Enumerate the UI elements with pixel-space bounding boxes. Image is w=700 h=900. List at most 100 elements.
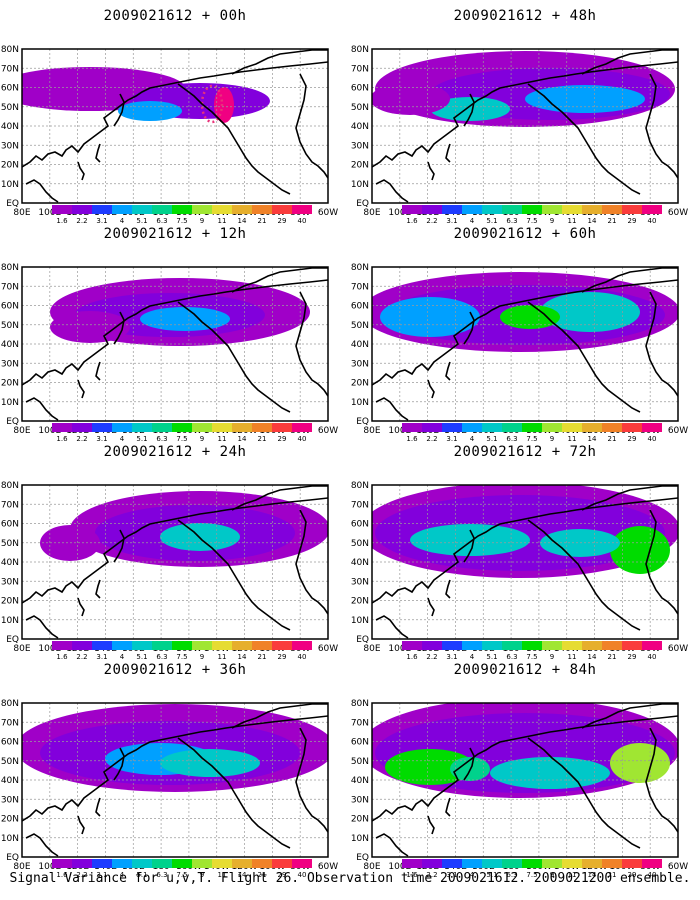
field-contour [160,749,260,777]
colorbar-swatch [482,205,502,214]
colorbar-swatch [292,423,312,432]
map-panel: 2009021612 + 00h80E100E120E140E160E18016… [0,8,350,226]
colorbar-swatch [252,641,272,650]
colorbar-swatch [642,205,662,214]
colorbar-swatch [502,641,522,650]
colorbar-swatch [502,859,522,868]
lat-tick-label: 10N [351,616,369,626]
colorbar-swatch [72,205,92,214]
lat-tick-label: 40N [1,340,19,350]
colorbar-swatch [212,205,232,214]
colorbar-label: 11 [568,435,577,443]
colorbar-label: 40 [298,435,307,443]
lon-tick-label: 100E [388,644,411,654]
colorbar-swatch [422,641,442,650]
colorbar-swatch [562,205,582,214]
colorbar-label: 40 [298,217,307,225]
colorbar-swatch [562,859,582,868]
colorbar-label: 11 [568,217,577,225]
lon-tick-label: 100E [38,644,61,654]
colorbar-swatch [52,859,72,868]
colorbar-label: 21 [258,435,267,443]
colorbar: 1.6 2.2 3.1 4 5.1 6.3 7.5 9 11 14 21 29 40 [402,205,662,225]
colorbar-swatch [622,423,642,432]
colorbar-label: 11 [568,871,577,879]
map-plot: 80E100E120E140E160E180160W140W120W100W80… [351,45,688,225]
colorbar-label: 4 [120,435,125,443]
lat-tick-label: 80N [1,45,19,55]
lat-tick-label: 70N [1,718,19,728]
lat-tick-label: EQ [6,417,19,427]
colorbar-label: 2.2 [76,217,87,225]
map-panel: 2009021612 + 24h80E100E120E140E160E18016… [0,444,350,662]
colorbar-label: 3.1 [446,871,457,879]
map-panel: 2009021612 + 72h80E100E120E140E160E18016… [350,444,700,662]
lon-tick-label: 80E [13,862,30,872]
colorbar-label: 5.1 [136,871,147,879]
colorbar-swatch [482,641,502,650]
variance-field [372,272,678,352]
lat-tick-label: 40N [351,122,369,132]
lon-tick-label: 100E [38,862,61,872]
lat-tick-label: 30N [1,359,19,369]
colorbar-label: 11 [568,653,577,661]
coastlines [372,49,678,203]
colorbar-label: 7.5 [176,217,187,225]
colorbar-swatch [72,859,92,868]
colorbar-swatch [232,423,252,432]
colorbar-label: 3.1 [96,871,107,879]
colorbar-label: 9 [200,435,204,443]
colorbar-label: 1.6 [56,435,68,443]
colorbar-swatch [622,641,642,650]
colorbar-swatch [292,641,312,650]
colorbar-label: 6.3 [156,217,167,225]
colorbar-swatch [112,423,132,432]
colorbar-label: 1.6 [406,653,418,661]
colorbar-label: 4 [470,653,475,661]
colorbar-label: 2.2 [426,871,437,879]
lon-tick-label: 100E [388,208,411,218]
colorbar-label: 2.2 [76,653,87,661]
lat-tick-label: 50N [351,321,369,331]
colorbar: 1.6 2.2 3.1 4 5.1 6.3 7.5 9 11 14 21 29 40 [402,641,662,661]
colorbar: 1.6 2.2 3.1 4 5.1 6.3 7.5 9 11 14 21 29 40 [52,205,312,225]
coastlines [372,703,678,857]
colorbar-swatch [132,641,152,650]
map-panel: 2009021612 + 12h80E100E120E140E160E18016… [0,226,350,444]
lat-tick-label: 70N [351,500,369,510]
colorbar-swatch [462,641,482,650]
lon-tick-label: 80E [13,208,30,218]
colorbar-label: 7.5 [526,653,537,661]
lat-tick-label: 20N [1,379,19,389]
lat-tick-label: EQ [6,199,19,209]
colorbar-label: 4 [120,217,125,225]
lon-tick-label: 100E [38,426,61,436]
colorbar-swatch [132,205,152,214]
map-grid [22,267,328,421]
colorbar: 1.6 2.2 3.1 4 5.1 6.3 7.5 9 11 14 21 29 40 [402,859,662,879]
colorbar-swatch [292,859,312,868]
colorbar-swatch [172,859,192,868]
lat-tick-label: 70N [1,500,19,510]
colorbar-swatch [252,859,272,868]
lat-tick-label: 50N [1,321,19,331]
lat-tick-label: 10N [351,834,369,844]
colorbar-label: 1.6 [406,435,418,443]
colorbar-swatch [212,423,232,432]
lat-tick-label: EQ [356,417,369,427]
lat-tick-label: 50N [1,103,19,113]
coastlines [22,267,328,421]
colorbar-label: 6.3 [506,871,517,879]
lat-tick-label: 60N [1,520,19,530]
colorbar-label: 14 [588,217,597,225]
lat-tick-label: 10N [351,180,369,190]
colorbar-label: 21 [258,217,267,225]
colorbar-label: 6.3 [156,435,167,443]
colorbar-label: 14 [238,217,247,225]
map-panel: 2009021612 + 84h80E100E120E140E160E18016… [350,662,700,880]
lon-tick-label: 80E [363,644,380,654]
colorbar-swatch [562,641,582,650]
colorbar-swatch [582,423,602,432]
colorbar-swatch [232,859,252,868]
colorbar-swatch [542,205,562,214]
